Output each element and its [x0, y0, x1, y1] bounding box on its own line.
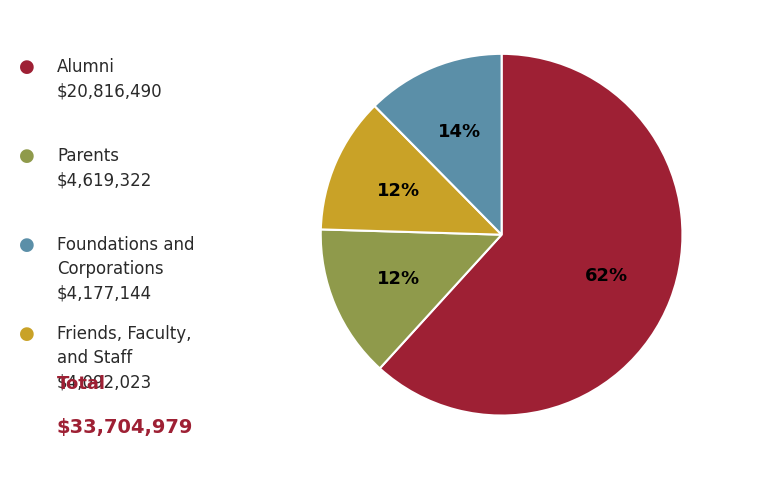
Text: ●: ● [19, 58, 35, 75]
Text: Alumni
$20,816,490: Alumni $20,816,490 [57, 58, 163, 100]
Text: ●: ● [19, 235, 35, 253]
Text: Total: Total [57, 374, 106, 392]
Wedge shape [375, 55, 502, 235]
Text: 12%: 12% [377, 181, 420, 200]
Text: Friends, Faculty,
and Staff
$4,092,023: Friends, Faculty, and Staff $4,092,023 [57, 324, 192, 390]
Wedge shape [321, 107, 502, 235]
Text: $33,704,979: $33,704,979 [57, 418, 193, 437]
Text: ●: ● [19, 146, 35, 164]
Text: Foundations and
Corporations
$4,177,144: Foundations and Corporations $4,177,144 [57, 235, 195, 301]
Text: 12%: 12% [377, 270, 420, 288]
Wedge shape [321, 230, 502, 369]
Text: 62%: 62% [584, 266, 628, 285]
Text: ●: ● [19, 324, 35, 342]
Text: Parents
$4,619,322: Parents $4,619,322 [57, 146, 152, 189]
Wedge shape [380, 55, 682, 416]
Text: 14%: 14% [438, 123, 480, 141]
